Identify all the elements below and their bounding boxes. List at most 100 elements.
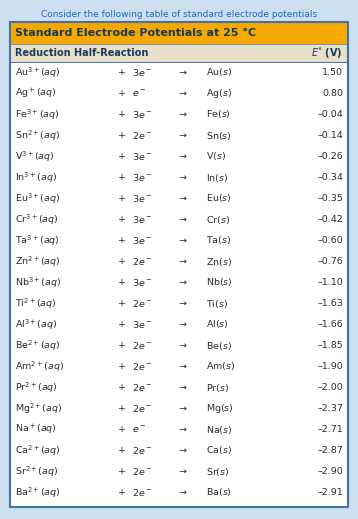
Text: +: + [118, 320, 126, 329]
Text: +: + [118, 278, 126, 287]
Text: –0.60: –0.60 [317, 236, 343, 245]
Text: –2.37: –2.37 [317, 404, 343, 413]
Text: Standard Electrode Potentials at 25 °C: Standard Electrode Potentials at 25 °C [15, 28, 256, 38]
Text: 3$e^-$: 3$e^-$ [132, 214, 153, 225]
Text: +: + [118, 362, 126, 371]
Text: Am($s$): Am($s$) [206, 361, 235, 373]
Text: +: + [118, 425, 126, 434]
Text: →: → [178, 236, 186, 245]
Text: Mg($s$): Mg($s$) [206, 402, 234, 415]
Text: Ti($s$): Ti($s$) [206, 297, 228, 309]
Text: Ba$^{2+}$($aq$): Ba$^{2+}$($aq$) [15, 485, 61, 500]
Text: 3$e^-$: 3$e^-$ [132, 277, 153, 288]
Text: →: → [178, 341, 186, 350]
Text: Zn$^{2+}$($aq$): Zn$^{2+}$($aq$) [15, 254, 61, 269]
Text: Ta$^{3+}$($aq$): Ta$^{3+}$($aq$) [15, 233, 60, 248]
Text: 2$e^-$: 2$e^-$ [132, 256, 153, 267]
Text: Nb($s$): Nb($s$) [206, 277, 233, 289]
Text: 3$e^-$: 3$e^-$ [132, 319, 153, 330]
Text: Be$^{2+}$($aq$): Be$^{2+}$($aq$) [15, 338, 61, 353]
Text: Na($s$): Na($s$) [206, 424, 232, 435]
Text: +: + [118, 341, 126, 350]
Text: +: + [118, 446, 126, 455]
Text: –1.10: –1.10 [317, 278, 343, 287]
Text: +: + [118, 89, 126, 98]
Text: –0.04: –0.04 [317, 110, 343, 119]
Text: Cr($s$): Cr($s$) [206, 213, 230, 225]
Text: –1.90: –1.90 [317, 362, 343, 371]
Text: →: → [178, 173, 186, 182]
Text: In($s$): In($s$) [206, 171, 228, 184]
Text: Sr($s$): Sr($s$) [206, 466, 229, 477]
Text: 2$e^-$: 2$e^-$ [132, 487, 153, 498]
Text: +: + [118, 383, 126, 392]
Text: –2.87: –2.87 [317, 446, 343, 455]
Text: Al($s$): Al($s$) [206, 319, 229, 331]
Text: 0.80: 0.80 [322, 89, 343, 98]
Text: 2$e^-$: 2$e^-$ [132, 361, 153, 372]
Text: →: → [178, 299, 186, 308]
Text: →: → [178, 278, 186, 287]
Text: $e^-$: $e^-$ [132, 88, 146, 99]
Text: Al$^{3+}$($aq$): Al$^{3+}$($aq$) [15, 317, 57, 332]
Text: 3$e^-$: 3$e^-$ [132, 109, 153, 120]
Text: $e^-$: $e^-$ [132, 424, 146, 435]
Text: Zn($s$): Zn($s$) [206, 255, 232, 267]
Text: +: + [118, 68, 126, 77]
Text: Ti$^{2+}$($aq$): Ti$^{2+}$($aq$) [15, 296, 57, 311]
Text: 2$e^-$: 2$e^-$ [132, 466, 153, 477]
Text: +: + [118, 236, 126, 245]
Text: Au$^{3+}$($aq$): Au$^{3+}$($aq$) [15, 65, 61, 80]
Text: →: → [178, 110, 186, 119]
Text: +: + [118, 173, 126, 182]
Text: $\mathbf{\mathit{E}}$$\mathbf{^{\circ}}$ $\mathbf{(V)}$: $\mathbf{\mathit{E}}$$\mathbf{^{\circ}}$… [311, 46, 343, 60]
Text: Mg$^{2+}$($aq$): Mg$^{2+}$($aq$) [15, 401, 62, 416]
Text: V($s$): V($s$) [206, 151, 226, 162]
Text: 2$e^-$: 2$e^-$ [132, 340, 153, 351]
Text: Ca$^{2+}$($aq$): Ca$^{2+}$($aq$) [15, 443, 61, 458]
Text: +: + [118, 215, 126, 224]
Text: Nb$^{3+}$($aq$): Nb$^{3+}$($aq$) [15, 275, 61, 290]
Text: +: + [118, 110, 126, 119]
Text: –0.42: –0.42 [317, 215, 343, 224]
Text: →: → [178, 89, 186, 98]
Text: Sn$^{2+}$($aq$): Sn$^{2+}$($aq$) [15, 128, 60, 143]
Text: +: + [118, 467, 126, 476]
Text: –2.00: –2.00 [317, 383, 343, 392]
Text: Pr$^{2+}$($aq$): Pr$^{2+}$($aq$) [15, 380, 58, 395]
Text: –1.85: –1.85 [317, 341, 343, 350]
Text: 3$e^-$: 3$e^-$ [132, 193, 153, 204]
Text: →: → [178, 383, 186, 392]
Text: Fe$^{3+}$($aq$): Fe$^{3+}$($aq$) [15, 107, 59, 122]
Text: –0.14: –0.14 [317, 131, 343, 140]
Text: +: + [118, 488, 126, 497]
Text: Sr$^{2+}$($aq$): Sr$^{2+}$($aq$) [15, 464, 58, 479]
Text: →: → [178, 257, 186, 266]
Text: Ca($s$): Ca($s$) [206, 444, 232, 457]
Text: →: → [178, 467, 186, 476]
Text: +: + [118, 257, 126, 266]
Text: –0.26: –0.26 [317, 152, 343, 161]
Text: +: + [118, 404, 126, 413]
Text: 2$e^-$: 2$e^-$ [132, 298, 153, 309]
Text: In$^{3+}$($aq$): In$^{3+}$($aq$) [15, 170, 57, 185]
Text: –2.71: –2.71 [317, 425, 343, 434]
Text: 3$e^-$: 3$e^-$ [132, 151, 153, 162]
Text: →: → [178, 131, 186, 140]
Text: Pr($s$): Pr($s$) [206, 381, 229, 393]
Text: –1.66: –1.66 [317, 320, 343, 329]
Text: Am$^{2+}$($aq$): Am$^{2+}$($aq$) [15, 359, 64, 374]
Text: Eu($s$): Eu($s$) [206, 193, 232, 204]
Text: →: → [178, 320, 186, 329]
Text: Fe($s$): Fe($s$) [206, 108, 231, 120]
Text: Reduction Half-Reaction: Reduction Half-Reaction [15, 48, 148, 58]
Bar [10, 22, 348, 44]
Text: –0.76: –0.76 [317, 257, 343, 266]
Text: 2$e^-$: 2$e^-$ [132, 403, 153, 414]
Text: →: → [178, 152, 186, 161]
Text: –1.63: –1.63 [317, 299, 343, 308]
Text: 3$e^-$: 3$e^-$ [132, 172, 153, 183]
Text: Cr$^{3+}$($aq$): Cr$^{3+}$($aq$) [15, 212, 59, 227]
Text: →: → [178, 362, 186, 371]
Text: –0.34: –0.34 [317, 173, 343, 182]
